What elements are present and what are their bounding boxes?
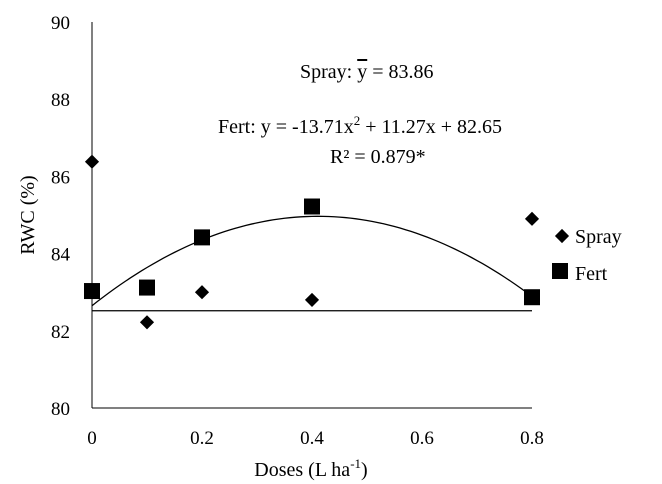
y-tick-label-0: 80 [51,399,70,420]
fert-point-2 [194,229,210,246]
y-tick-label-4: 88 [51,90,70,111]
spray-point-2 [194,285,210,300]
fert-point-0 [84,283,100,300]
y-tick-label-2: 84 [51,245,71,266]
spray-point-0 [84,154,100,169]
fert-point-4 [524,289,540,306]
fert-point-3 [304,198,320,215]
fert-point-1 [139,279,155,296]
fert-series [84,198,540,306]
legend-marker-fert [552,263,568,279]
r-squared: R² = 0.879* [330,146,426,168]
spray-equation: Spray: y = 83.86 [300,61,434,83]
spray-point-3 [304,292,320,307]
legend-marker-spray [554,228,570,244]
x-tick-labels: 0 0.2 0.4 0.6 0.8 [87,428,544,449]
legend-label-spray: Spray [575,226,622,248]
x-tick-label-3: 0.6 [410,428,434,449]
spray-point-4 [524,211,540,226]
x-tick-label-2: 0.4 [300,428,324,449]
spray-point-1 [139,315,155,330]
x-tick-label-4: 0.8 [520,428,544,449]
x-axis-title-superscript: -1 [350,456,361,471]
y-tick-label-1: 82 [51,322,70,343]
fert-equation: Fert: y = -13.71x2 + 11.27x + 82.65 [218,113,502,138]
fert-equation-superscript: 2 [354,113,361,128]
y-tick-labels: 80 82 84 86 88 90 [51,13,71,420]
fert-fit-curve [91,215,533,307]
legend: Spray Fert [552,226,622,285]
y-axis-title: RWC (%) [17,175,39,254]
spray-series [84,154,540,330]
x-axis-title: Doses (L ha-1) [254,456,367,481]
x-tick-label-0: 0 [87,428,97,449]
x-tick-label-1: 0.2 [190,428,214,449]
legend-label-fert: Fert [575,263,608,285]
y-tick-label-3: 86 [51,167,70,188]
spray-ybar: y [357,61,367,83]
y-tick-label-5: 90 [51,13,70,34]
